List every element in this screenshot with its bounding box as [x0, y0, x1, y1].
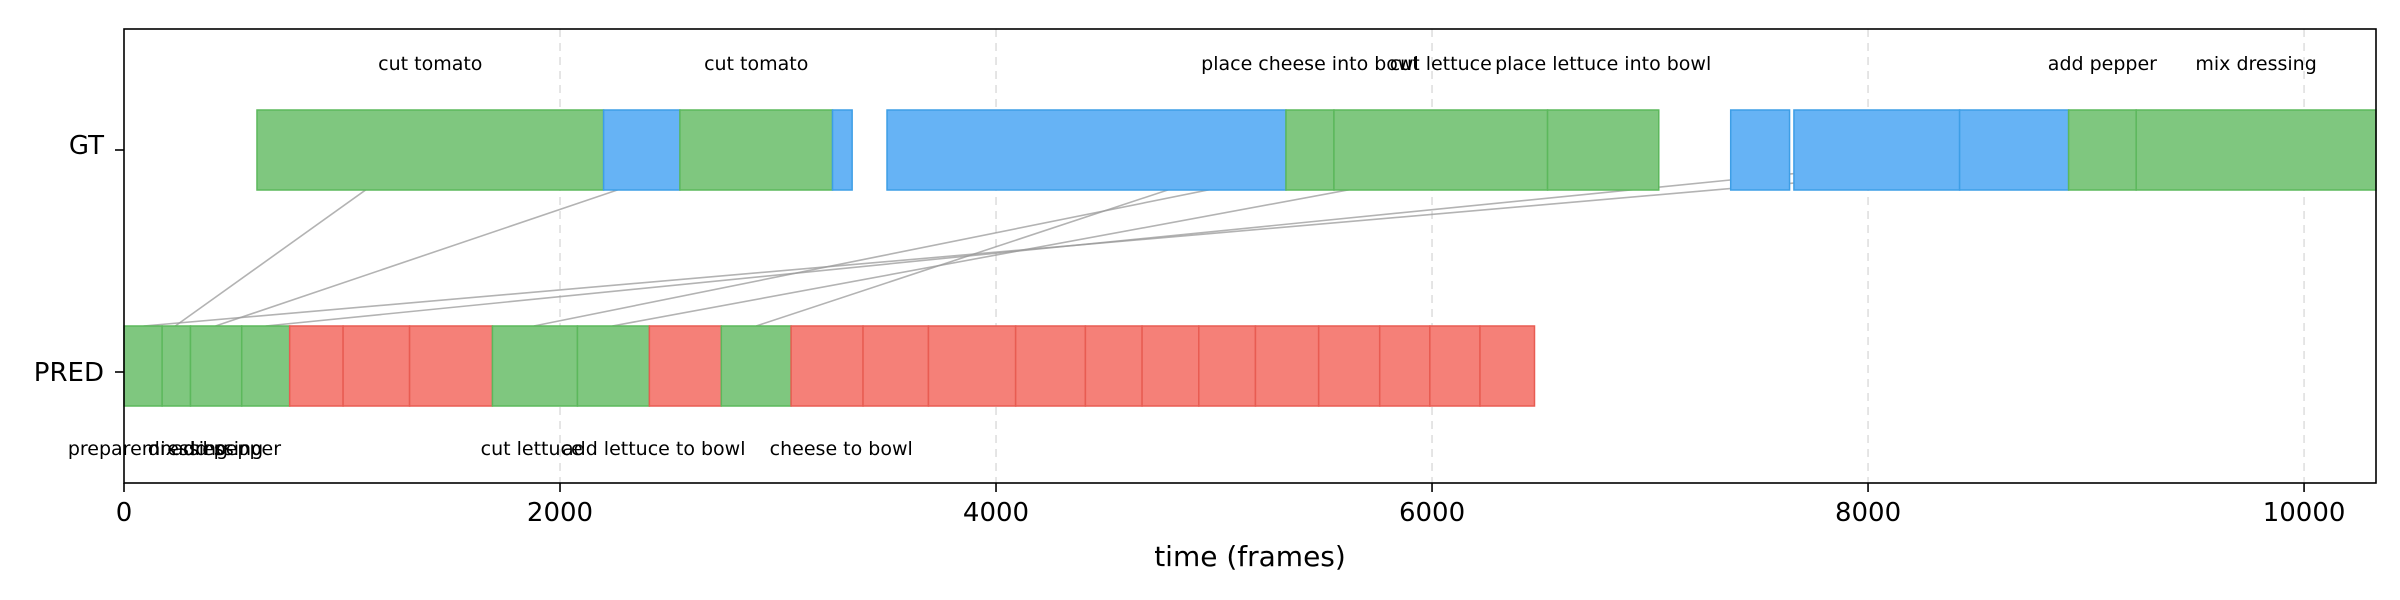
- gt-segment-3: [831, 109, 853, 191]
- grid-lines: [559, 29, 2305, 483]
- gt-segment-label-11: add pepper: [2048, 53, 2157, 75]
- pred-segment-label-5: cheese to bowl: [770, 438, 913, 460]
- pred-segment-10: [720, 325, 792, 407]
- gt-segment-label-5: place cheese into bowl: [1201, 53, 1419, 75]
- gt-segment-0: [256, 109, 605, 191]
- gt-segment-6: [1333, 109, 1549, 191]
- x-tick-label-4: 8000: [1835, 498, 1901, 528]
- pred-segment-21: [1429, 325, 1481, 407]
- pred-segment-8: [576, 325, 651, 407]
- gt-row-segments: [256, 109, 2377, 191]
- pred-segment-7: [491, 325, 579, 407]
- gt-segment-label-6: cut lettuce: [1390, 53, 1492, 75]
- pred-segment-6: [408, 325, 494, 407]
- pred-segment-20: [1378, 325, 1431, 407]
- gt-segment-label-12: mix dressing: [2195, 53, 2316, 75]
- pred-segment-0: [123, 325, 163, 407]
- pred-segment-9: [648, 325, 723, 407]
- pred-segment-4: [288, 325, 344, 407]
- x-tick-label-1: 2000: [527, 498, 593, 528]
- gt-segment-11: [2067, 109, 2137, 191]
- pred-segment-label-1: add pepper: [172, 438, 281, 460]
- gt-segment-9: [1793, 109, 1961, 191]
- gt-segment-2: [679, 109, 834, 191]
- pred-segment-16: [1141, 325, 1200, 407]
- pred-segment-3: [240, 325, 291, 407]
- pred-segment-label-2: mix dressing: [142, 438, 263, 460]
- pred-segment-label-0: prepare dressing: [68, 438, 228, 460]
- pred-segment-1: [161, 325, 192, 407]
- pred-row-segments: [123, 325, 1536, 407]
- gt-segment-label-2: cut tomato: [704, 53, 808, 75]
- gt-segment-4: [886, 109, 1287, 191]
- pred-segment-12: [862, 325, 930, 407]
- pred-segment-13: [927, 325, 1017, 407]
- x-tick-label-3: 6000: [1399, 498, 1465, 528]
- pred-segment-label-3: cut lettuce: [481, 438, 583, 460]
- gt-segment-1: [602, 109, 681, 191]
- row-label-pred: PRED: [34, 358, 104, 388]
- pred-segment-2: [189, 325, 243, 407]
- gt-segment-label-7: place lettuce into bowl: [1495, 53, 1711, 75]
- pred-segment-label-4: add lettuce to bowl: [562, 438, 746, 460]
- segment-labels: cut tomato cut tomato place cheese into bo…: [68, 53, 2317, 460]
- x-axis-label: time (frames): [1154, 540, 1346, 573]
- gt-segment-12: [2135, 109, 2377, 191]
- gt-segment-7: [1546, 109, 1660, 191]
- pred-segment-17: [1198, 325, 1257, 407]
- gt-segment-10: [1958, 109, 2070, 191]
- x-tick-label-2: 4000: [963, 498, 1029, 528]
- pred-segment-5: [342, 325, 411, 407]
- x-axis: 0 2000 4000 6000 8000 10000: [115, 149, 2346, 528]
- x-tick-label-5: 10000: [2263, 498, 2346, 528]
- gt-segment-5: [1285, 109, 1335, 191]
- pred-segment-11: [790, 325, 864, 407]
- plot-frame: [123, 28, 2377, 484]
- pred-segment-15: [1084, 325, 1143, 407]
- pred-segment-18: [1254, 325, 1320, 407]
- row-label-gt: GT: [69, 131, 104, 161]
- pred-segment-19: [1317, 325, 1381, 407]
- pred-segment-14: [1014, 325, 1087, 407]
- x-tick-label-0: 0: [116, 498, 133, 528]
- gt-segment-8: [1729, 109, 1791, 191]
- pred-segment-22: [1479, 325, 1536, 407]
- gt-segment-label-0: cut tomato: [378, 53, 482, 75]
